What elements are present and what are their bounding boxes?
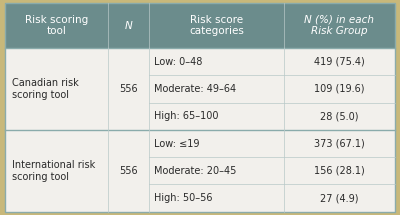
Bar (5, 48, 395, 130)
Text: N (%) in each
Risk Group: N (%) in each Risk Group (304, 15, 374, 37)
Text: High: 65–100: High: 65–100 (154, 111, 218, 121)
Text: 373 (67.1): 373 (67.1) (314, 138, 365, 149)
Text: Moderate: 49–64: Moderate: 49–64 (154, 84, 236, 94)
Text: International risk
scoring tool: International risk scoring tool (12, 160, 96, 182)
Text: Risk score
categories: Risk score categories (189, 15, 244, 37)
Text: 28 (5.0): 28 (5.0) (320, 111, 358, 121)
Text: 556: 556 (120, 84, 138, 94)
Bar (5, 3, 395, 48)
Text: High: 50–56: High: 50–56 (154, 193, 212, 203)
Text: Low: ≤19: Low: ≤19 (154, 138, 200, 149)
Text: 109 (19.6): 109 (19.6) (314, 84, 364, 94)
Text: Risk scoring
tool: Risk scoring tool (25, 15, 88, 37)
Text: 27 (4.9): 27 (4.9) (320, 193, 358, 203)
Text: 419 (75.4): 419 (75.4) (314, 57, 365, 67)
Bar (5, 130, 395, 212)
Text: N: N (125, 21, 133, 31)
Text: 556: 556 (120, 166, 138, 176)
Text: 156 (28.1): 156 (28.1) (314, 166, 365, 176)
Text: Canadian risk
scoring tool: Canadian risk scoring tool (12, 78, 79, 100)
Text: Low: 0–48: Low: 0–48 (154, 57, 202, 67)
Text: Moderate: 20–45: Moderate: 20–45 (154, 166, 236, 176)
